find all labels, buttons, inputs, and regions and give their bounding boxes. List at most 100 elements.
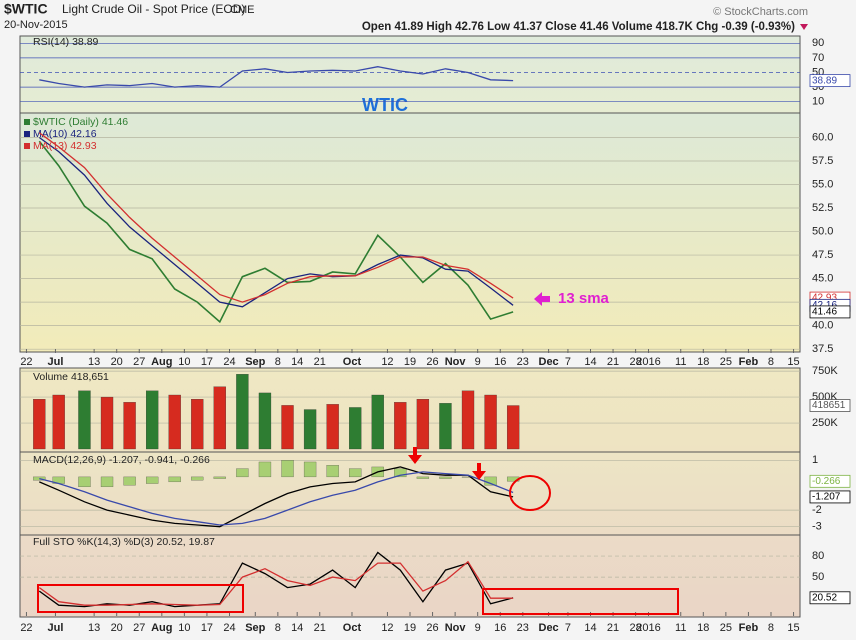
- bar: [191, 399, 204, 450]
- bar: [213, 386, 226, 450]
- x-tick-label: Oct: [343, 356, 362, 368]
- x-tick-label: 8: [275, 356, 281, 368]
- y-tick-label: -3: [812, 521, 822, 533]
- value-tag: [809, 74, 851, 88]
- x-tick-label: 14: [291, 356, 303, 368]
- y-tick-label: 10: [812, 96, 824, 108]
- bar: [326, 465, 339, 478]
- macd-panel: [19, 451, 801, 536]
- bar: [191, 476, 204, 481]
- x-tick-label: Jul: [48, 356, 64, 368]
- value-tag-label: 418651: [812, 400, 846, 411]
- symbol-name: Light Crude Oil - Spot Price (EOD): [62, 2, 245, 16]
- y-tick-label: 90: [812, 37, 824, 49]
- bar: [506, 405, 520, 450]
- y-tick-label: 60.0: [812, 131, 833, 143]
- value-tag: [809, 591, 851, 605]
- y-tick-label: 55.0: [812, 178, 833, 190]
- y-tick-label: 70: [812, 52, 824, 64]
- exchange: CME: [230, 4, 254, 16]
- x-tick-label: Nov: [445, 622, 467, 634]
- x-tick-label: 21: [607, 622, 619, 634]
- line: [38, 560, 514, 606]
- bar: [213, 476, 226, 479]
- x-tick-label: 22: [20, 622, 32, 634]
- line: [38, 140, 514, 324]
- y-tick-label: 40.0: [812, 320, 833, 332]
- value-tag-label: 41.46: [812, 307, 837, 318]
- x-tick-label: 18: [697, 356, 709, 368]
- x-tick-label: 28: [629, 622, 641, 634]
- x-tick-label: Aug: [151, 356, 172, 368]
- bar: [168, 476, 181, 483]
- highlight-circle: [509, 475, 551, 511]
- value-tag-label: -0.266: [812, 476, 841, 487]
- x-tick-label: 21: [314, 356, 326, 368]
- x-tick-label: 23: [517, 356, 529, 368]
- bar: [439, 476, 452, 479]
- bar: [371, 394, 384, 450]
- x-tick-label: Feb: [739, 622, 759, 634]
- value-tag-label: 20.52: [812, 592, 837, 603]
- value-tag: [809, 474, 851, 488]
- x-tick-label: 12: [381, 622, 393, 634]
- bar: [416, 476, 430, 479]
- legend: RSI(14) 38.89: [33, 36, 99, 48]
- x-tick-label: 11: [675, 622, 686, 634]
- bar: [416, 399, 430, 450]
- bar: [439, 403, 452, 450]
- legend: Full STO %K(14,3) %D(3) 20.52, 19.87: [33, 536, 215, 548]
- value-tag-label: 38.89: [812, 75, 837, 86]
- x-tick-label: 14: [291, 622, 303, 634]
- price-panel: [19, 112, 801, 353]
- x-tick-label: 10: [178, 356, 190, 368]
- x-tick-label: 27: [133, 622, 145, 634]
- x-tick-label: 2016: [636, 356, 660, 368]
- x-tick-label: 11: [675, 356, 686, 368]
- x-tick-label: 7: [565, 622, 571, 634]
- x-tick-label: 8: [768, 622, 774, 634]
- value-tag-label: -1.207: [812, 492, 841, 503]
- y-tick-label: 80: [812, 550, 824, 562]
- x-tick-label: 8: [275, 622, 281, 634]
- x-tick-label: 15: [787, 356, 799, 368]
- legend-swatch: [24, 143, 30, 149]
- y-tick-label: 47.5: [812, 249, 833, 261]
- bar: [394, 468, 407, 478]
- x-tick-label: 19: [404, 356, 416, 368]
- legend-swatch: [24, 131, 30, 137]
- y-tick-label: 250K: [812, 417, 838, 429]
- dropdown-icon[interactable]: [800, 24, 808, 30]
- line: [39, 66, 514, 88]
- x-tick-label: Aug: [151, 622, 172, 634]
- x-tick-label: 24: [223, 622, 235, 634]
- bar: [349, 468, 362, 478]
- x-tick-label: 22: [20, 356, 32, 368]
- bar: [484, 394, 497, 450]
- x-tick-label: 18: [697, 622, 709, 634]
- highlight-box: [37, 584, 244, 613]
- x-tick-label: 14: [584, 622, 596, 634]
- y-tick-label: 750K: [812, 365, 838, 377]
- line: [39, 471, 514, 526]
- volume-panel: [19, 367, 801, 453]
- x-tick-label: 20: [111, 622, 123, 634]
- x-tick-label: 20: [111, 356, 123, 368]
- x-tick-label: 19: [404, 622, 416, 634]
- bar: [78, 390, 91, 450]
- legend-swatch: [24, 119, 30, 125]
- x-tick-label: 16: [494, 356, 506, 368]
- x-tick-label: 16: [494, 622, 506, 634]
- line: [38, 132, 514, 303]
- y-tick-label: 52.5: [812, 202, 833, 214]
- x-tick-label: 25: [720, 622, 732, 634]
- quote: Open 41.89 High 42.76 Low 41.37 Close 41…: [362, 21, 795, 33]
- x-tick-label: 26: [426, 356, 438, 368]
- x-tick-label: 8: [768, 356, 774, 368]
- x-tick-label: 15: [787, 622, 799, 634]
- x-tick-label: 10: [178, 622, 190, 634]
- x-tick-label: 24: [223, 356, 235, 368]
- bar: [281, 460, 294, 478]
- x-tick-label: 9: [475, 356, 481, 368]
